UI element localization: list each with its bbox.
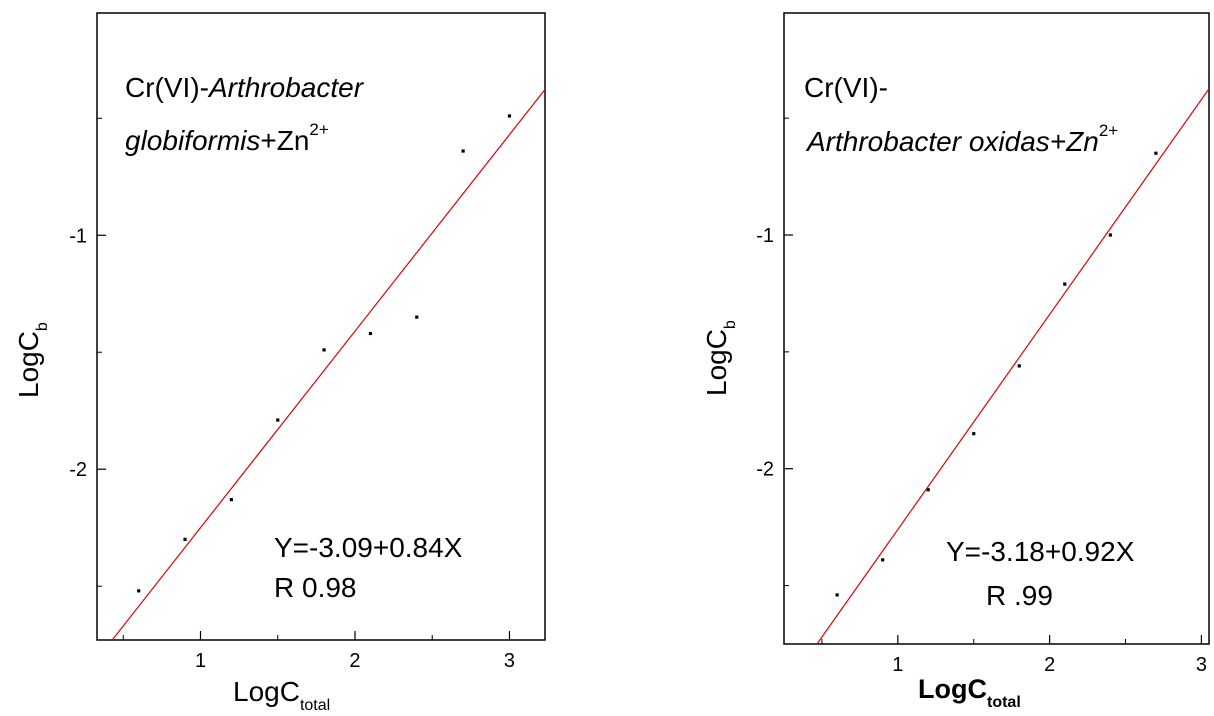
data-point bbox=[1063, 282, 1067, 286]
chart-title: Cr(VI)-Arthrobacter bbox=[125, 72, 365, 103]
data-point bbox=[415, 315, 419, 319]
ticks bbox=[784, 117, 1203, 644]
data-point bbox=[835, 593, 839, 597]
title-line-1: Cr(VI)- bbox=[125, 72, 209, 103]
data-point bbox=[137, 589, 141, 593]
fit-line bbox=[816, 88, 1210, 645]
x-tick-label: 3 bbox=[504, 650, 515, 672]
data-point bbox=[229, 498, 233, 502]
x-tick-label: 2 bbox=[349, 650, 360, 672]
data-point bbox=[926, 488, 930, 492]
tick-labels: 1 2 3 -1 -2 bbox=[69, 225, 515, 672]
chart-right: 1 2 3 -1 -2 Cr(VI)- Arthrobacter oxidas+Zn2+… bbox=[701, 12, 1210, 711]
annotation-r: R .99 bbox=[986, 580, 1053, 611]
data-point bbox=[972, 432, 976, 436]
x-axis-label: LogCtotal bbox=[233, 676, 330, 714]
plot-frame bbox=[783, 12, 1210, 645]
chart-title-line-2: globiformis+Zn2+ bbox=[125, 120, 329, 156]
y-tick-label: -2 bbox=[756, 459, 774, 481]
chart-title: Cr(VI)- bbox=[804, 72, 888, 103]
chart-left: 1 2 3 -1 -2 Cr(VI)-Arthrobacter globiformis+… bbox=[13, 12, 546, 714]
data-points bbox=[137, 114, 512, 593]
plot-frame bbox=[96, 12, 546, 641]
data-point bbox=[1154, 151, 1158, 155]
x-tick-label: 3 bbox=[1196, 654, 1207, 676]
data-point bbox=[1108, 233, 1112, 237]
x-tick-label: 1 bbox=[195, 650, 206, 672]
annotation-equation: Y=-3.18+0.92X bbox=[946, 536, 1135, 567]
data-point bbox=[507, 114, 512, 118]
y-axis-label: LogCb bbox=[701, 320, 739, 396]
title-organism-genus: Arthrobacter bbox=[207, 72, 365, 103]
title-ion-charge: 2+ bbox=[1099, 121, 1118, 140]
data-points bbox=[835, 151, 1158, 597]
y-tick-label: -1 bbox=[69, 225, 87, 247]
y-tick-label: -1 bbox=[756, 225, 774, 247]
fit-line bbox=[111, 89, 546, 641]
data-point bbox=[461, 149, 465, 153]
title-line-1: Cr(VI)- bbox=[804, 72, 888, 103]
tick-labels: 1 2 3 -1 -2 bbox=[756, 225, 1207, 676]
title-ion: +Zn bbox=[1050, 126, 1099, 157]
x-axis-label: LogCtotal bbox=[918, 674, 1021, 711]
data-point bbox=[276, 418, 280, 422]
x-tick-label: 2 bbox=[1044, 654, 1055, 676]
annotation-equation: Y=-3.09+0.84X bbox=[274, 532, 463, 563]
y-axis-label: LogCb bbox=[13, 322, 51, 398]
y-tick-label: -2 bbox=[69, 459, 87, 481]
ticks bbox=[97, 117, 511, 640]
data-point bbox=[322, 348, 326, 352]
data-point bbox=[183, 537, 187, 541]
title-ion-charge: 2+ bbox=[309, 120, 328, 139]
title-organism: Arthrobacter oxidas bbox=[805, 126, 1050, 157]
data-point bbox=[368, 331, 373, 336]
annotation-r: R 0.98 bbox=[274, 572, 357, 603]
chart-title-line-2: Arthrobacter oxidas+Zn2+ bbox=[805, 121, 1118, 157]
x-tick-label: 1 bbox=[892, 654, 903, 676]
title-ion: +Zn bbox=[260, 125, 309, 156]
data-point bbox=[1017, 364, 1021, 368]
data-point bbox=[881, 558, 885, 562]
title-organism-species: globiformis bbox=[125, 125, 260, 156]
